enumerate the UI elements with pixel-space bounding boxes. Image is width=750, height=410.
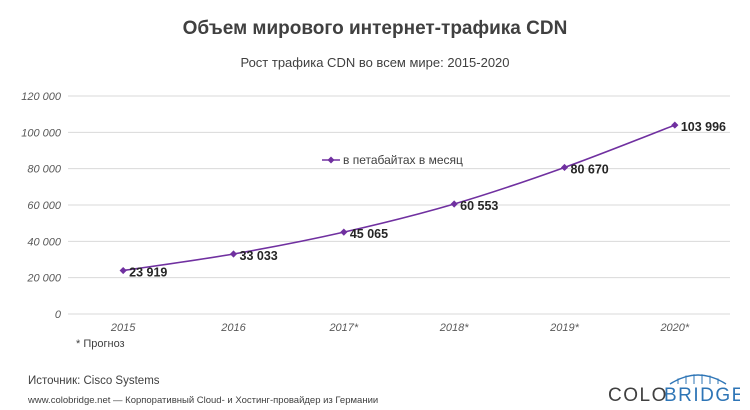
data-label: 103 996 xyxy=(681,120,726,134)
data-label: 60 553 xyxy=(460,199,498,213)
legend-label: в петабайтах в месяц xyxy=(343,153,463,167)
x-tick-label: 2020* xyxy=(659,322,689,334)
series-group: 23 919 33 033 45 065 60 553 80 670 103 996 xyxy=(119,120,726,280)
logo-text-left: COLO xyxy=(608,385,668,406)
series-line xyxy=(123,124,676,272)
data-label: 33 033 xyxy=(240,249,278,263)
data-point xyxy=(560,163,569,172)
data-point xyxy=(671,121,679,129)
legend-marker xyxy=(327,156,335,164)
chart-subtitle: Рост трафика CDN во всем мире: 2015-2020 xyxy=(240,55,510,70)
data-point xyxy=(229,250,238,258)
gridlines xyxy=(68,95,730,315)
logo-text-right: BRIDGE xyxy=(664,385,740,406)
source-note: Источник: Cisco Systems xyxy=(28,375,160,387)
y-tick-label: 100 000 xyxy=(21,127,62,139)
data-label: 23 919 xyxy=(129,266,167,280)
data-label: 80 670 xyxy=(571,162,609,176)
legend: в петабайтах в месяц xyxy=(322,153,463,167)
bridge-arch-icon xyxy=(669,374,727,385)
x-axis-ticks: 2015 2016 2017* 2018* 2019* 2020* xyxy=(110,322,690,334)
forecast-footnote: * Прогноз xyxy=(76,338,125,350)
y-axis-ticks: 0 20 000 40 000 60 000 80 000 100 000 120 000 xyxy=(21,91,62,321)
x-tick-label: 2017* xyxy=(328,322,358,334)
data-point xyxy=(450,200,458,208)
chart-title: Объем мирового интернет-трафика CDN xyxy=(182,18,568,39)
data-point xyxy=(340,228,348,236)
x-tick-label: 2015 xyxy=(110,322,136,334)
site-note: www.colobridge.net — Корпоративный Cloud… xyxy=(28,395,379,406)
data-label: 45 065 xyxy=(350,227,388,241)
colobridge-logo: COLO BRIDGE xyxy=(608,374,740,406)
x-tick-label: 2018* xyxy=(439,322,469,334)
y-tick-label: 20 000 xyxy=(26,273,62,285)
y-tick-label: 120 000 xyxy=(21,91,62,103)
data-point xyxy=(119,266,127,275)
y-tick-label: 40 000 xyxy=(27,236,62,248)
y-tick-label: 60 000 xyxy=(27,200,62,212)
y-tick-label: 80 000 xyxy=(27,164,62,176)
y-tick-label: 0 xyxy=(55,309,62,321)
x-tick-label: 2016 xyxy=(220,322,246,334)
x-tick-label: 2019* xyxy=(549,322,579,334)
